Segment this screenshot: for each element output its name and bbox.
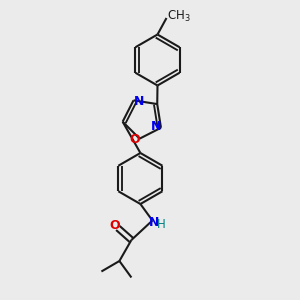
- Text: H: H: [156, 218, 165, 231]
- Text: N: N: [134, 95, 144, 108]
- Text: N: N: [149, 215, 159, 229]
- Text: N: N: [150, 120, 161, 133]
- Text: O: O: [129, 133, 140, 146]
- Text: CH$_3$: CH$_3$: [167, 9, 191, 24]
- Text: O: O: [109, 219, 120, 232]
